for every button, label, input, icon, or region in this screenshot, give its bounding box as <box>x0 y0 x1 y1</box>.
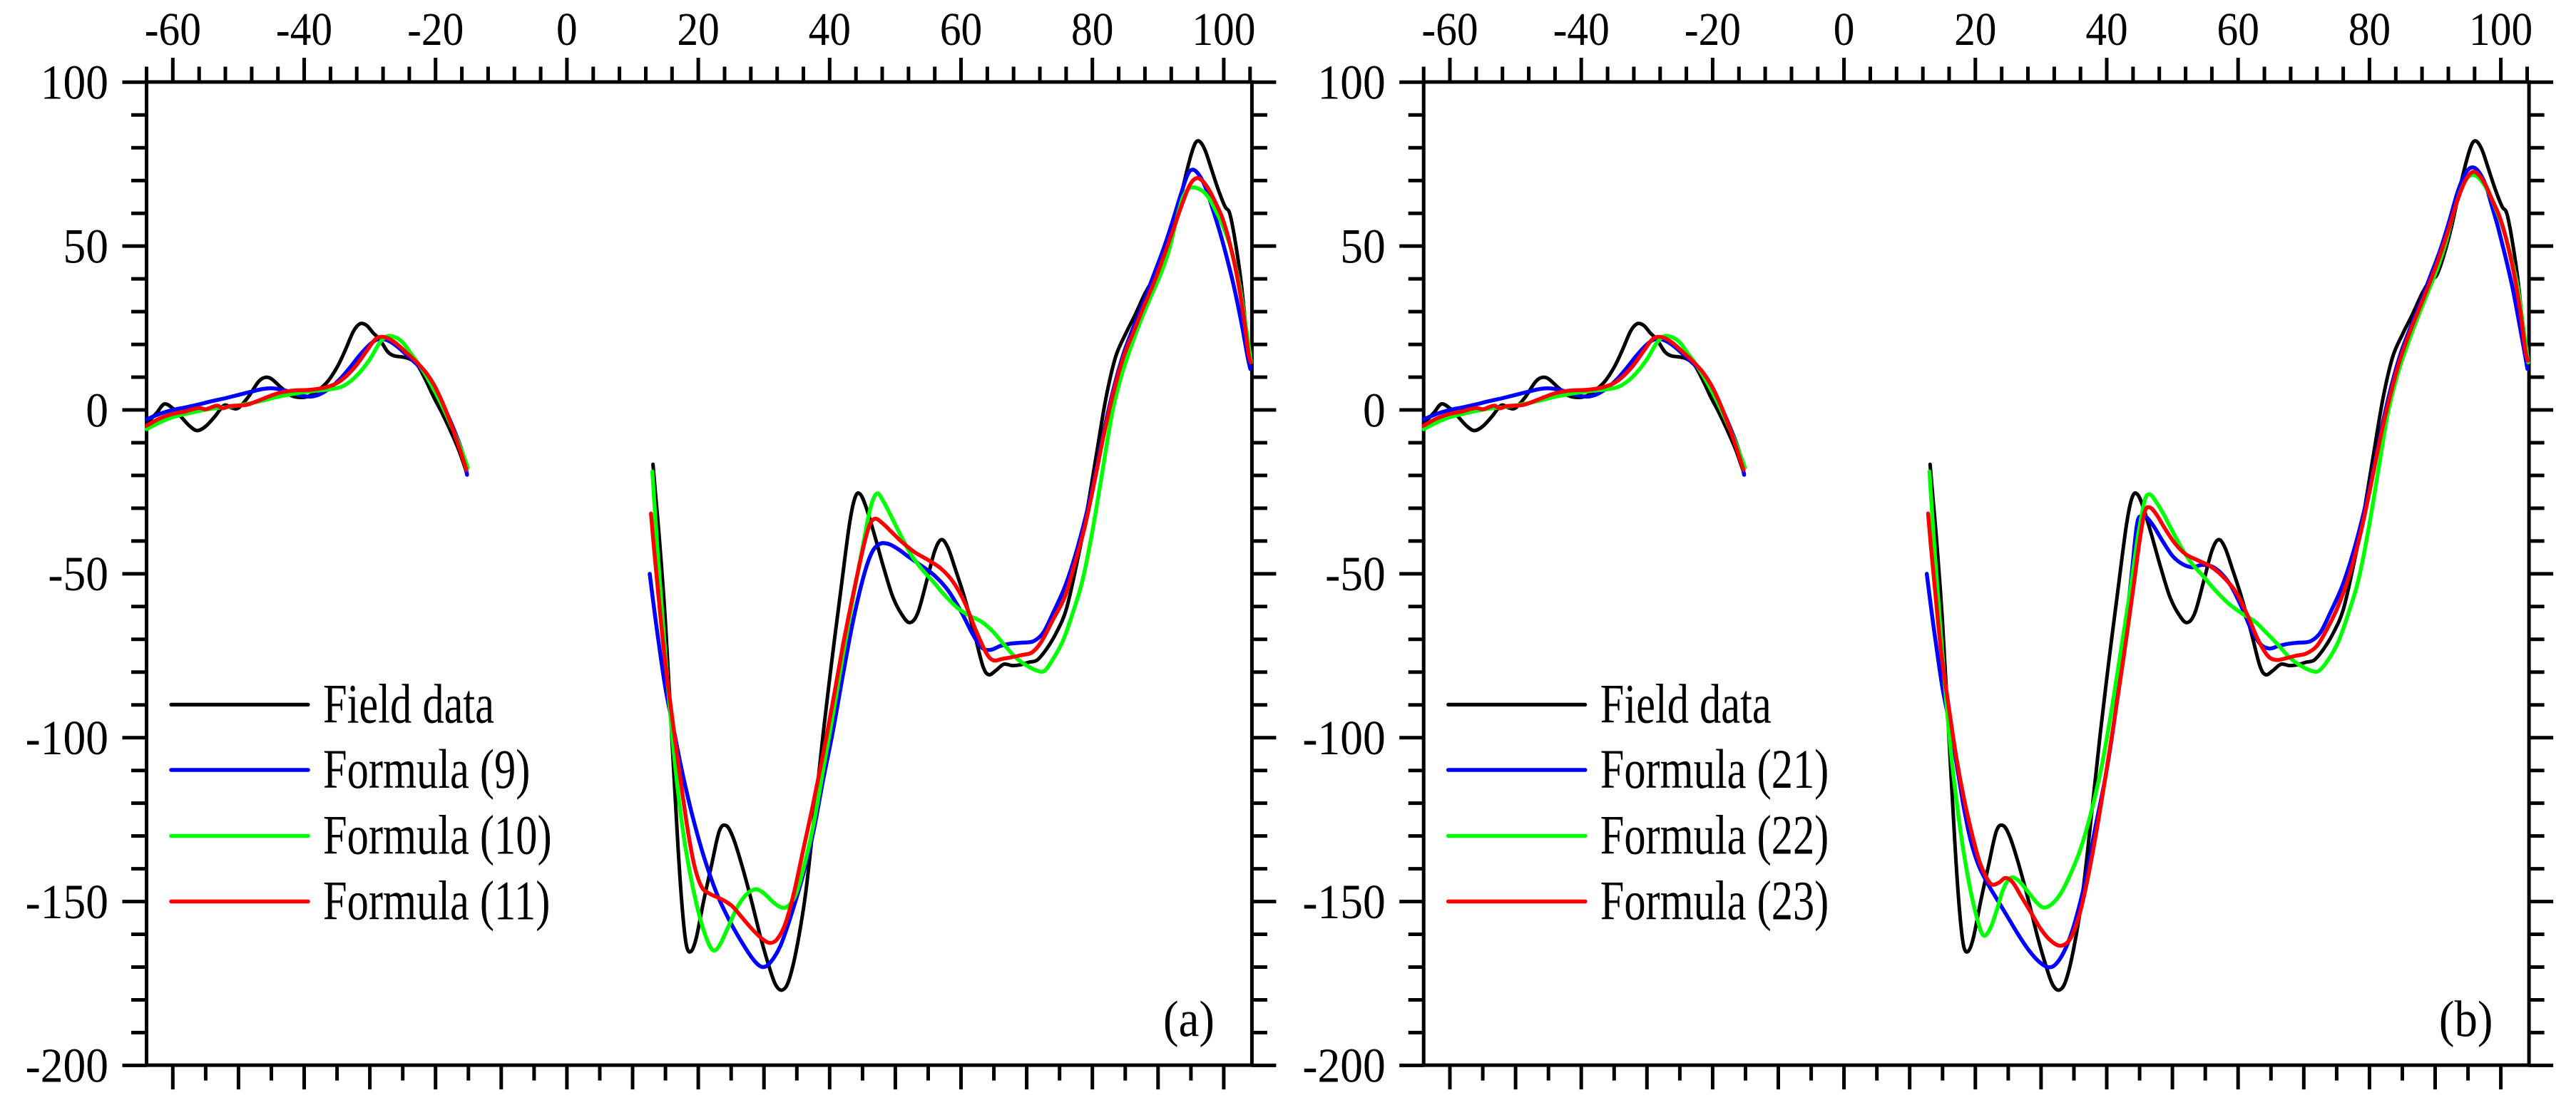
svg-text:-150: -150 <box>26 875 108 930</box>
svg-text:0: 0 <box>556 3 578 56</box>
svg-text:-40: -40 <box>276 3 332 56</box>
svg-text:-100: -100 <box>1302 711 1385 766</box>
svg-text:20: 20 <box>677 3 719 56</box>
svg-text:-60: -60 <box>1421 3 1478 56</box>
svg-text:-100: -100 <box>26 711 108 766</box>
svg-text:-20: -20 <box>1685 3 1741 56</box>
svg-text:50: 50 <box>63 220 108 274</box>
svg-text:40: 40 <box>2085 3 2127 56</box>
svg-text:80: 80 <box>2348 3 2391 56</box>
svg-text:-40: -40 <box>1553 3 1610 56</box>
svg-text:50: 50 <box>1340 220 1385 274</box>
svg-text:Formula (23): Formula (23) <box>1600 870 1829 932</box>
svg-text:100: 100 <box>1192 3 1255 56</box>
svg-text:-60: -60 <box>145 3 201 56</box>
svg-text:-50: -50 <box>1325 548 1386 602</box>
svg-text:100: 100 <box>2469 3 2532 56</box>
svg-text:0: 0 <box>1834 3 1855 56</box>
svg-text:60: 60 <box>940 3 982 56</box>
svg-text:Field data: Field data <box>1600 674 1772 735</box>
svg-text:(a): (a) <box>1163 990 1215 1047</box>
svg-text:Field data: Field data <box>323 674 494 735</box>
svg-text:40: 40 <box>809 3 851 56</box>
svg-text:0: 0 <box>1363 384 1386 438</box>
svg-text:-150: -150 <box>1302 875 1385 930</box>
svg-text:100: 100 <box>1318 56 1386 110</box>
svg-text:-50: -50 <box>48 548 108 602</box>
svg-text:Formula (9): Formula (9) <box>323 739 530 801</box>
svg-text:Formula (22): Formula (22) <box>1600 805 1829 866</box>
svg-text:60: 60 <box>2217 3 2259 56</box>
svg-text:Formula (11): Formula (11) <box>323 870 550 932</box>
svg-text:Formula (10): Formula (10) <box>323 805 552 866</box>
svg-text:100: 100 <box>41 56 108 110</box>
svg-text:80: 80 <box>1071 3 1113 56</box>
svg-text:-20: -20 <box>407 3 464 56</box>
svg-text:Formula (21): Formula (21) <box>1600 739 1829 801</box>
svg-text:-200: -200 <box>1302 1039 1385 1093</box>
svg-text:20: 20 <box>1954 3 1996 56</box>
svg-text:-200: -200 <box>26 1039 108 1093</box>
svg-text:0: 0 <box>86 384 108 438</box>
svg-text:(b): (b) <box>2439 990 2493 1047</box>
